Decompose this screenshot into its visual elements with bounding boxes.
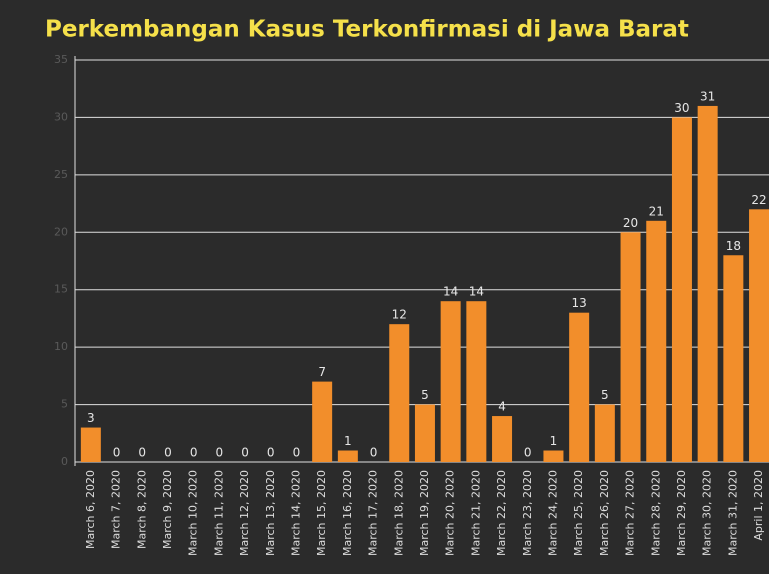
bar — [620, 232, 641, 462]
bar — [723, 255, 744, 462]
y-tick-label: 15 — [54, 283, 68, 296]
x-tick-label: March 20, 2020 — [444, 470, 457, 556]
bar — [80, 427, 101, 462]
x-tick-label: March 26, 2020 — [598, 470, 611, 556]
value-label: 4 — [498, 400, 506, 414]
x-tick-label: March 30, 2020 — [701, 470, 714, 556]
value-label: 7 — [318, 365, 326, 379]
value-label: 0 — [113, 446, 121, 460]
value-label: 13 — [572, 296, 587, 310]
y-tick-label: 10 — [54, 340, 68, 353]
x-tick-label: March 12, 2020 — [238, 470, 251, 556]
value-label: 1 — [344, 434, 352, 448]
bar — [492, 416, 513, 462]
x-tick-label: March 6, 2020 — [84, 470, 97, 549]
x-tick-label: March 23, 2020 — [521, 470, 534, 556]
bar — [414, 404, 435, 462]
value-label: 0 — [164, 446, 172, 460]
x-tick-label: March 11, 2020 — [212, 470, 225, 556]
value-label: 5 — [421, 388, 429, 402]
value-label: 31 — [700, 89, 715, 103]
x-tick-label: March 28, 2020 — [649, 470, 662, 556]
value-label: 12 — [392, 308, 407, 322]
value-label: 0 — [524, 446, 532, 460]
value-label: 0 — [241, 446, 249, 460]
value-label: 18 — [726, 239, 741, 253]
y-tick-label: 20 — [54, 225, 68, 238]
y-tick-label: 30 — [54, 110, 68, 123]
value-label: 20 — [623, 216, 638, 230]
y-tick-label: 5 — [61, 398, 68, 411]
bar — [440, 301, 461, 462]
value-label: 14 — [443, 285, 458, 299]
bar — [594, 404, 615, 462]
bar — [337, 450, 358, 462]
bar — [466, 301, 487, 462]
bar — [749, 209, 769, 462]
x-tick-label: March 18, 2020 — [392, 470, 405, 556]
chart-title: Perkembangan Kasus Terkonfirmasi di Jawa… — [45, 17, 689, 43]
bar — [543, 450, 564, 462]
x-tick-label: March 27, 2020 — [624, 470, 637, 556]
bar — [671, 117, 692, 462]
x-tick-label: March 14, 2020 — [289, 470, 302, 556]
x-tick-label: March 29, 2020 — [675, 470, 688, 556]
x-tick-label: March 9, 2020 — [161, 470, 174, 549]
value-label: 5 — [601, 388, 609, 402]
value-label: 3 — [87, 411, 95, 425]
value-label: 21 — [649, 204, 664, 218]
bar — [569, 312, 590, 462]
y-tick-label: 35 — [54, 53, 68, 66]
value-label: 22 — [751, 193, 766, 207]
x-tick-label: March 13, 2020 — [264, 470, 277, 556]
x-tick-label: March 19, 2020 — [418, 470, 431, 556]
value-label: 1 — [550, 434, 558, 448]
bar — [389, 324, 410, 462]
bar — [312, 381, 333, 462]
bar — [646, 220, 667, 462]
x-tick-label: March 22, 2020 — [495, 470, 508, 556]
x-tick-label: March 7, 2020 — [110, 470, 123, 549]
value-label: 14 — [469, 285, 484, 299]
x-tick-label: March 25, 2020 — [572, 470, 585, 556]
bar — [697, 105, 718, 462]
value-label: 30 — [674, 101, 689, 115]
x-tick-label: March 10, 2020 — [187, 470, 200, 556]
value-label: 0 — [293, 446, 301, 460]
value-label: 0 — [370, 446, 378, 460]
y-tick-label: 0 — [61, 455, 68, 468]
value-label: 0 — [216, 446, 224, 460]
x-tick-label: March 15, 2020 — [315, 470, 328, 556]
x-tick-label: March 24, 2020 — [546, 470, 559, 556]
y-tick-label: 25 — [54, 168, 68, 181]
x-tick-label: March 17, 2020 — [367, 470, 380, 556]
x-tick-label: March 8, 2020 — [135, 470, 148, 549]
value-label: 0 — [267, 446, 275, 460]
x-tick-label: March 31, 2020 — [726, 470, 739, 556]
x-tick-label: March 16, 2020 — [341, 470, 354, 556]
value-label: 0 — [190, 446, 198, 460]
x-tick-label: March 21, 2020 — [469, 470, 482, 556]
value-label: 0 — [138, 446, 146, 460]
x-tick-label: April 1, 2020 — [752, 470, 765, 541]
